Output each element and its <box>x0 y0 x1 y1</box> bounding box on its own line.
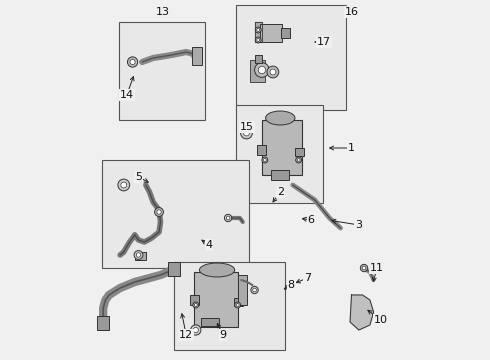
Bar <box>192 47 202 65</box>
Circle shape <box>191 325 201 335</box>
Circle shape <box>258 66 266 74</box>
Text: 5: 5 <box>135 172 142 182</box>
Circle shape <box>270 69 276 75</box>
Polygon shape <box>254 22 262 42</box>
Text: 14: 14 <box>120 90 134 100</box>
Polygon shape <box>350 295 373 330</box>
Text: 15: 15 <box>240 122 254 132</box>
Bar <box>295 148 304 156</box>
Circle shape <box>297 158 300 162</box>
Bar <box>190 295 199 305</box>
Bar <box>102 160 248 268</box>
Bar <box>257 145 266 155</box>
Circle shape <box>118 179 130 191</box>
Bar <box>281 28 290 38</box>
Text: 1: 1 <box>348 143 355 153</box>
Circle shape <box>236 303 239 306</box>
Text: 16: 16 <box>344 7 359 17</box>
Circle shape <box>253 288 256 292</box>
Circle shape <box>155 208 164 216</box>
Circle shape <box>226 216 230 220</box>
Bar <box>262 120 302 175</box>
Bar <box>194 272 238 327</box>
Bar <box>234 298 243 306</box>
Circle shape <box>235 302 241 308</box>
Bar <box>201 318 220 326</box>
Circle shape <box>134 251 143 260</box>
Text: 8: 8 <box>288 280 295 290</box>
Circle shape <box>224 214 232 222</box>
Circle shape <box>257 28 260 31</box>
Ellipse shape <box>199 263 235 277</box>
Bar <box>236 5 346 110</box>
Circle shape <box>241 127 252 139</box>
Circle shape <box>130 59 135 64</box>
Circle shape <box>254 63 269 77</box>
Text: 6: 6 <box>308 215 315 225</box>
Bar <box>250 60 265 82</box>
Circle shape <box>136 253 141 257</box>
Circle shape <box>255 27 261 33</box>
Bar <box>98 316 109 330</box>
Text: 4: 4 <box>205 240 213 250</box>
Circle shape <box>157 210 161 214</box>
Bar <box>135 252 146 260</box>
Circle shape <box>251 286 258 294</box>
Circle shape <box>193 302 199 308</box>
Text: 7: 7 <box>304 273 311 283</box>
Circle shape <box>362 266 366 270</box>
Bar <box>174 262 285 350</box>
Bar <box>254 55 262 63</box>
Circle shape <box>255 37 261 43</box>
Text: 13: 13 <box>156 7 170 17</box>
Circle shape <box>262 157 268 163</box>
Text: 2: 2 <box>277 187 284 197</box>
Circle shape <box>193 328 198 333</box>
Circle shape <box>295 157 301 163</box>
Bar <box>168 262 180 276</box>
Bar <box>270 170 289 180</box>
Circle shape <box>267 66 279 78</box>
Text: 9: 9 <box>220 330 226 340</box>
Text: 10: 10 <box>374 315 388 325</box>
Ellipse shape <box>266 111 295 125</box>
Text: 12: 12 <box>179 330 193 340</box>
Text: 3: 3 <box>355 220 363 230</box>
Bar <box>119 22 205 120</box>
Text: 17: 17 <box>317 37 331 47</box>
Circle shape <box>257 39 260 41</box>
Circle shape <box>195 303 197 306</box>
Circle shape <box>244 130 249 136</box>
Circle shape <box>121 182 127 188</box>
Circle shape <box>127 57 138 67</box>
Text: 11: 11 <box>370 263 384 273</box>
Bar <box>236 105 323 203</box>
Circle shape <box>263 158 266 162</box>
Circle shape <box>360 264 368 272</box>
Bar <box>239 275 247 305</box>
Bar <box>260 24 282 42</box>
